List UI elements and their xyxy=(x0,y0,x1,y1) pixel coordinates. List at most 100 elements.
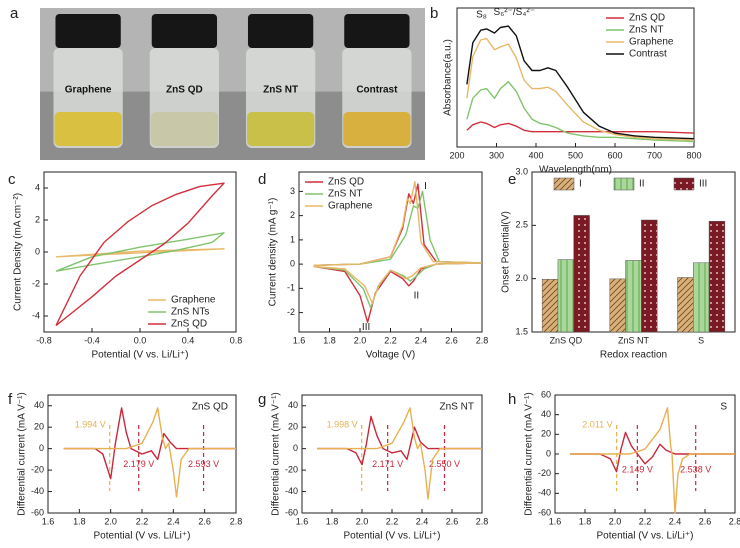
panel-tag: S xyxy=(720,402,727,413)
data-line xyxy=(63,407,236,498)
bar xyxy=(541,279,559,333)
x-axis-label: Potential (V vs. Li/Li⁺) xyxy=(94,531,191,542)
y-axis-label: Current Density (mA cm⁻²) xyxy=(13,193,24,311)
vial-label: Graphene xyxy=(65,85,112,96)
panel-letter: c xyxy=(8,171,16,188)
legend-swatch xyxy=(613,177,635,191)
legend-label: ZnS NTs xyxy=(171,307,209,318)
annotation: S₈ xyxy=(476,10,487,21)
y-tick-label: 0 xyxy=(290,258,295,268)
x-tick-label: 1.6 xyxy=(296,516,309,526)
bar xyxy=(625,260,642,333)
x-tick-label: 500 xyxy=(568,150,583,160)
x-tick-label: 400 xyxy=(528,150,543,160)
plot-frame xyxy=(301,394,483,514)
x-tick-label: 2.2 xyxy=(384,335,397,345)
y-axis-label: Differential current (mA V⁻¹) xyxy=(17,392,28,515)
x-tick-label: 2.6 xyxy=(446,516,459,526)
panel-letter: e xyxy=(508,171,516,188)
y-tick-label: 40 xyxy=(34,400,44,410)
x-tick-label: 2.0 xyxy=(609,516,622,526)
y-tick-label: -40 xyxy=(285,486,298,496)
x-tick-label: -0.8 xyxy=(36,335,52,345)
bar xyxy=(693,262,710,333)
vial-cap xyxy=(151,14,218,48)
x-tick-label: 700 xyxy=(647,150,662,160)
x-axis-label: Potential (V vs. Li/Li⁺) xyxy=(597,531,694,542)
legend-label: ZnS QD xyxy=(629,13,665,24)
x-tick-label: 2.4 xyxy=(416,516,429,526)
panel-letter: g xyxy=(258,391,266,408)
vial-cap xyxy=(55,14,121,48)
y-tick-label: 2.0 xyxy=(515,273,528,283)
y-tick-label: -20 xyxy=(31,464,44,474)
bar xyxy=(677,277,694,333)
legend-swatch xyxy=(673,177,695,191)
onset-label: 1.998 V xyxy=(327,419,358,429)
data-line xyxy=(466,81,695,143)
y-axis-label: Differential current (mA V⁻¹) xyxy=(271,392,282,515)
panel-letter: f xyxy=(8,391,13,408)
x-tick-label: 2.8 xyxy=(476,516,489,526)
vial-label: ZnS NT xyxy=(263,85,298,96)
y-tick-label: -20 xyxy=(285,464,298,474)
onset-label: 1.994 V xyxy=(75,419,106,429)
y-tick-label: -40 xyxy=(31,486,44,496)
x-tick-label: 2.6 xyxy=(699,516,712,526)
y-tick-label: 2.5 xyxy=(515,220,528,230)
data-line xyxy=(55,232,225,272)
legend-label: III xyxy=(699,179,707,190)
x-tick-label: 2.2 xyxy=(386,516,399,526)
y-axis-label: Onset Potential(V) xyxy=(501,211,512,293)
y-tick-label: -60 xyxy=(538,507,551,517)
x-tick-label: 300 xyxy=(489,150,504,160)
y-tick-label: 2 xyxy=(290,210,295,220)
y-axis-label: Differential current (mA V⁻¹) xyxy=(524,392,535,515)
x-tick-label: S xyxy=(698,335,704,345)
data-line xyxy=(466,121,695,134)
x-tick-label: 0.4 xyxy=(182,335,195,345)
x-axis-label: Wavelength(nm) xyxy=(539,165,612,176)
bar xyxy=(557,259,574,333)
x-axis-label: Redox reaction xyxy=(600,350,667,361)
y-tick-label: -2 xyxy=(32,278,40,288)
x-tick-label: ZnS QD xyxy=(550,335,583,345)
y-tick-label: 40 xyxy=(288,400,298,410)
onset-label: 2.593 V xyxy=(188,459,219,469)
panel-letter: b xyxy=(430,5,438,22)
x-tick-label: 2.2 xyxy=(136,516,149,526)
vial-label: ZnS QD xyxy=(166,85,203,96)
data-line xyxy=(313,181,483,304)
annotation: S₆²⁻/S₄²⁻ xyxy=(494,7,535,18)
data-line xyxy=(55,182,225,327)
y-tick-label: -40 xyxy=(538,488,551,498)
vial-label: Contrast xyxy=(356,85,398,96)
y-tick-label: -2 xyxy=(287,307,295,317)
x-tick-label: ZnS NT xyxy=(618,335,650,345)
y-tick-label: 0 xyxy=(35,246,40,256)
x-tick-label: 2.0 xyxy=(354,335,367,345)
vial-liquid xyxy=(150,112,219,146)
x-tick-label: -0.4 xyxy=(84,335,100,345)
x-tick-label: 2.6 xyxy=(198,516,211,526)
y-tick-label: 0 xyxy=(293,443,298,453)
x-tick-label: 0.8 xyxy=(230,335,243,345)
legend-swatch xyxy=(553,177,575,191)
x-axis-label: Potential (V vs. Li/Li⁺) xyxy=(344,531,441,542)
x-tick-label: 1.8 xyxy=(73,516,86,526)
legend-label: ZnS QD xyxy=(171,319,207,330)
x-tick-label: 2.4 xyxy=(167,516,180,526)
legend-label: Graphene xyxy=(328,201,373,212)
data-line xyxy=(570,407,735,514)
bar xyxy=(641,219,658,333)
x-tick-label: 2.0 xyxy=(356,516,369,526)
legend-label: Contrast xyxy=(629,49,667,60)
vial-cap xyxy=(344,14,410,48)
y-tick-label: 1.5 xyxy=(515,326,528,336)
panel-tag: ZnS QD xyxy=(192,402,228,413)
y-tick-label: 40 xyxy=(541,409,551,419)
plot-frame xyxy=(298,171,483,333)
y-axis-label: Current density (mA g⁻¹) xyxy=(268,198,279,307)
panel-letter: a xyxy=(10,5,19,22)
